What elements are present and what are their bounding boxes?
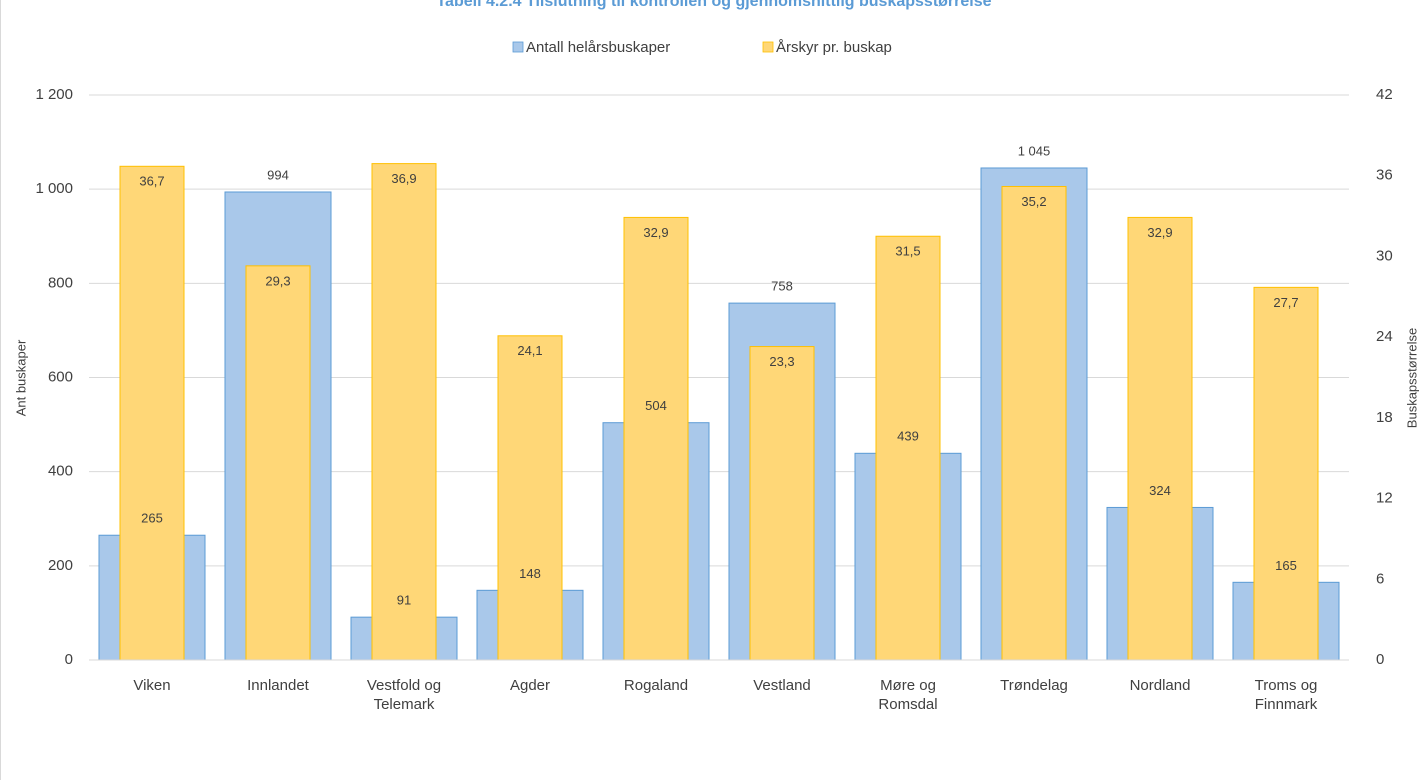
y2-tick-label: 24 (1376, 328, 1393, 345)
data-label: 994 (267, 167, 289, 182)
y-tick-label: 200 (48, 557, 73, 574)
y2-tick-label: 36 (1376, 167, 1393, 184)
data-label: 36,7 (139, 174, 164, 189)
y2-tick-label: 42 (1376, 86, 1393, 103)
x-tick-label: Vestfold og Telemark (366, 677, 442, 713)
bar (245, 265, 311, 661)
y2-axis-title: Buskapsstørrelse (1404, 328, 1419, 428)
data-label: 35,2 (1021, 194, 1046, 209)
x-tick-label: Viken (133, 677, 171, 694)
data-label: 23,3 (769, 354, 794, 369)
y2-tick-label: 6 (1376, 570, 1384, 587)
x-tick-label: Møre og Romsdal (878, 677, 938, 713)
data-label: 265 (141, 511, 163, 526)
x-tick-label: Trøndelag (1000, 677, 1068, 694)
y-tick-label: 800 (48, 274, 73, 291)
y2-tick-label: 18 (1376, 409, 1393, 426)
chart-title: Tabell 4.2.4 Tilslutning til kontrollen … (436, 0, 991, 10)
data-label: 324 (1149, 483, 1171, 498)
y-tick-label: 400 (48, 463, 73, 480)
bar (371, 163, 437, 661)
x-tick-label: Innlandet (247, 677, 309, 694)
legend-label: Antall helårsbuskaper (526, 39, 670, 56)
data-label: 32,9 (1147, 225, 1172, 240)
y2-tick-label: 12 (1376, 490, 1393, 507)
data-label: 1 045 (1018, 143, 1051, 158)
data-label: 31,5 (895, 244, 920, 259)
data-label: 32,9 (643, 225, 668, 240)
bar (497, 335, 563, 661)
data-label: 24,1 (517, 343, 542, 358)
y-tick-label: 600 (48, 368, 73, 385)
data-label: 148 (519, 566, 541, 581)
data-label: 439 (897, 429, 919, 444)
y-tick-label: 1 000 (35, 180, 73, 197)
x-tick-label: Troms og Finnmark (1254, 677, 1318, 713)
bar (1253, 286, 1319, 661)
bar (749, 346, 815, 661)
data-label: 504 (645, 398, 667, 413)
legend-swatch (512, 41, 524, 53)
y2-tick-label: 0 (1376, 651, 1384, 668)
data-label: 165 (1275, 558, 1297, 573)
bar (623, 216, 689, 661)
x-tick-label: Nordland (1129, 677, 1191, 694)
y-tick-label: 1 200 (35, 86, 73, 103)
bar (1001, 185, 1067, 661)
x-tick-label: Rogaland (623, 677, 689, 694)
bar (1127, 216, 1193, 661)
y-tick-label: 0 (65, 651, 73, 668)
data-label: 27,7 (1273, 295, 1298, 310)
legend-swatch (762, 41, 774, 53)
y2-tick-label: 30 (1376, 247, 1393, 264)
x-tick-label: Agder (509, 677, 551, 694)
bar (875, 235, 941, 661)
bar (119, 165, 185, 661)
legend-label: Årskyr pr. buskap (776, 39, 892, 56)
data-label: 36,9 (391, 171, 416, 186)
data-label: 758 (771, 279, 793, 294)
x-tick-label: Vestland (753, 677, 811, 694)
data-label: 91 (397, 593, 411, 608)
data-label: 29,3 (265, 273, 290, 288)
y-axis-title: Ant buskaper (13, 339, 28, 416)
